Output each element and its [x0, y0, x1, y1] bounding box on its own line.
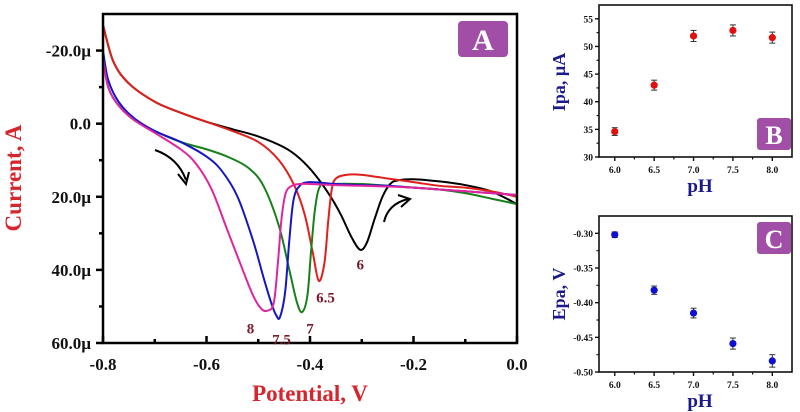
- plot-frame-a: [101, 12, 519, 345]
- peak-label-ph-7: 7: [306, 321, 314, 337]
- y-tick-label: -0.45: [573, 334, 593, 344]
- y-tick-label: 30: [584, 154, 594, 164]
- plot-frame-c: [598, 215, 793, 373]
- y-tick-label: 40: [584, 98, 594, 108]
- data-point: [650, 81, 658, 89]
- axes-c: 6.0 6.5 7.0 7.5 8.0 -0.50 -0.45 -0.40 -0.35 -0.30: [573, 215, 793, 391]
- y-tick-label: 60.0µ: [51, 334, 91, 353]
- x-tick-label: 6.0: [609, 166, 621, 176]
- data-point: [611, 127, 619, 136]
- x-tick-label: 7.0: [688, 381, 700, 391]
- data-point: [768, 357, 776, 365]
- peak-label-ph-6-5: 6.5: [316, 290, 335, 306]
- x-tick-label: 6.5: [648, 381, 660, 391]
- data-point: [689, 309, 698, 317]
- peak-label-ph-8: 8: [247, 321, 255, 337]
- ipa-points: [611, 24, 776, 136]
- panel-label-b: B: [757, 118, 791, 150]
- y-tick-label: -20.0µ: [46, 42, 91, 61]
- curve-ph-7: [103, 57, 517, 314]
- voltammogram-curves: [103, 24, 517, 320]
- y-axis-ticks-a: -20.0µ 0.0 20.0µ 40.0µ 60.0µ: [46, 42, 103, 353]
- plot-frame-b: [598, 4, 793, 158]
- x-tick-label: 8.0: [766, 381, 778, 391]
- x-tick-label: 0.0: [506, 355, 527, 374]
- peak-annotations: 6 6.57 7.5 8: [154, 149, 412, 348]
- svg-text:B: B: [765, 121, 782, 150]
- y-tick-label: 55: [584, 15, 594, 25]
- y-tick-label: 45: [584, 71, 594, 81]
- forward-sweep-arrowhead-icon: [177, 171, 190, 187]
- x-tick-label: 8.0: [766, 166, 778, 176]
- x-tick-label: -0.2: [400, 355, 427, 374]
- peak-label-ph-7-5: 7.5: [272, 332, 291, 348]
- panel-label-c: C: [757, 222, 791, 254]
- x-tick-label: -0.6: [193, 355, 220, 374]
- y-tick-label: 0.0: [70, 115, 91, 134]
- panel-b-ipa-vs-ph: 6.0 6.5 7.0 7.5 8.0 30 35 40 45 50 55 pH Ipa, µA B: [549, 4, 793, 197]
- x-tick-label: -0.8: [90, 355, 117, 374]
- data-point: [650, 286, 658, 294]
- y-tick-label: 40.0µ: [51, 261, 91, 280]
- x-axis-ticks-a: -0.8 -0.6 -0.4 -0.2 0.0: [90, 336, 528, 374]
- forward-sweep-arrow-icon: [154, 149, 187, 181]
- x-tick-label: 7.5: [727, 166, 739, 176]
- x-tick-label: 6.0: [609, 381, 621, 391]
- x-tick-label: 6.5: [648, 166, 660, 176]
- x-axis-title-a: Potential, V: [252, 381, 368, 406]
- y-tick-label: -0.35: [573, 265, 593, 275]
- panel-c-epa-vs-ph: 6.0 6.5 7.0 7.5 8.0 -0.50 -0.45 -0.40 -0.35 -0.30…: [549, 215, 793, 412]
- x-tick-label: -0.4: [297, 355, 324, 374]
- data-point: [729, 26, 737, 35]
- x-axis-title-c: pH: [687, 391, 713, 412]
- curve-ph-8: [103, 57, 517, 313]
- curve-ph-6: [103, 24, 517, 251]
- svg-text:A: A: [472, 24, 494, 57]
- y-axis-title-c: Epa, V: [549, 268, 569, 321]
- y-axis-title-a: Current, A: [1, 124, 26, 231]
- peak-label-ph-6: 6: [356, 257, 364, 273]
- data-point: [768, 34, 776, 42]
- y-tick-label: -0.40: [573, 299, 593, 309]
- epa-points: [611, 231, 776, 368]
- y-tick-label: 50: [584, 43, 594, 53]
- x-tick-label: 7.5: [727, 381, 739, 391]
- data-point: [611, 231, 619, 239]
- reverse-sweep-arrowhead-icon: [397, 194, 412, 208]
- reverse-sweep-arrow-icon: [383, 198, 409, 223]
- data-point: [689, 32, 698, 40]
- panel-label-a: A: [458, 21, 508, 57]
- y-tick-label: 35: [584, 126, 594, 136]
- panel-a-voltammogram: -0.8 -0.6 -0.4 -0.2 0.0 -20.0µ 0.0 20.0µ 40.0µ 6…: [1, 12, 528, 406]
- y-axis-title-b: Ipa, µA: [549, 53, 569, 111]
- y-tick-label: -0.30: [573, 230, 593, 240]
- svg-text:C: C: [765, 225, 784, 254]
- axes-b: 6.0 6.5 7.0 7.5 8.0 30 35 40 45 50 55: [584, 4, 793, 176]
- y-tick-label: 20.0µ: [51, 188, 91, 207]
- y-tick-label: -0.50: [573, 369, 593, 379]
- x-axis-title-b: pH: [687, 176, 713, 197]
- data-point: [729, 339, 737, 348]
- x-tick-label: 7.0: [688, 166, 700, 176]
- curve-ph-6-5: [103, 24, 517, 282]
